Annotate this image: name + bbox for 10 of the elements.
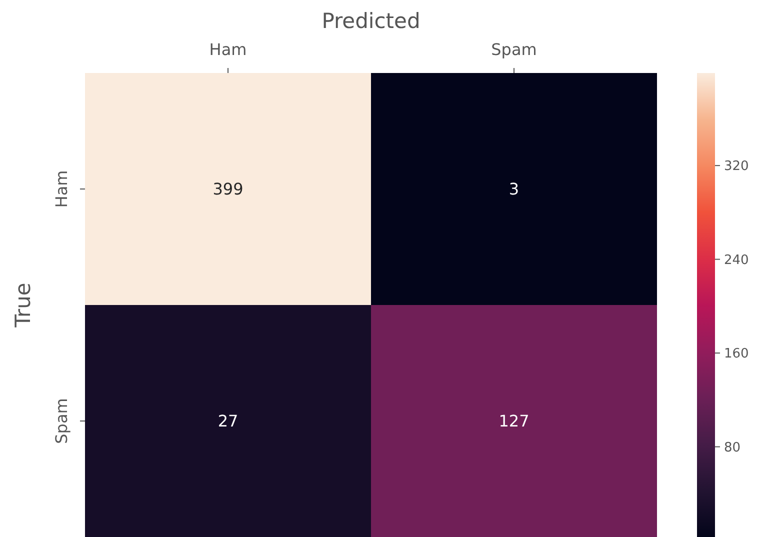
data-label: 399 [212, 180, 244, 199]
y-axis-title: True [11, 282, 35, 328]
x-axis-title: Predicted [322, 9, 420, 33]
data-label: 27 [218, 412, 238, 431]
color-bar-label: 320 [724, 159, 749, 174]
color-bar-label: 160 [724, 346, 749, 362]
data-label: 3 [508, 180, 520, 199]
color-bar-label: 240 [724, 252, 749, 268]
color-bar-label: 80 [724, 440, 741, 456]
data-label: 127 [498, 412, 530, 431]
